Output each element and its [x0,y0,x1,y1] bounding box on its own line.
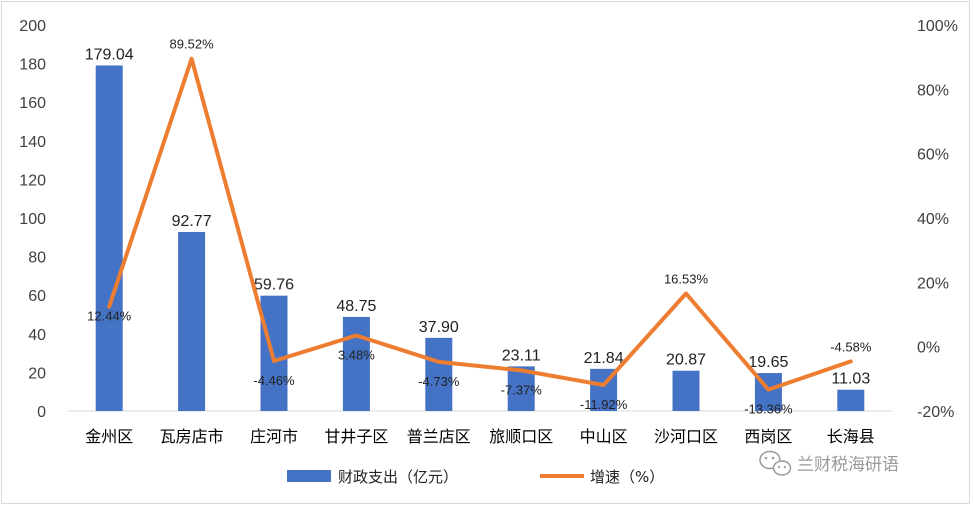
bar-value-label: 37.90 [419,319,459,336]
category-label: 长海县 [827,427,875,446]
right-axis-tick: -20% [917,404,954,421]
growth-value-label: 12.44% [87,309,132,324]
bar [95,65,123,412]
bar [837,389,865,411]
bar [178,231,206,411]
category-label: 庄河市 [250,427,298,446]
growth-value-label: 3.48% [338,347,375,362]
bar-value-label: 23.11 [502,347,541,364]
right-axis-tick: 0% [917,340,940,357]
left-axis-tick: 200 [19,18,46,35]
growth-value-label: -4.46% [253,373,295,388]
bar [425,337,453,411]
growth-line-group [107,56,853,392]
left-axis-tick: 120 [19,172,46,189]
bar-value-label: 59.76 [254,277,294,294]
category-label: 旅顺口区 [489,427,553,446]
left-axis-tick: 100 [19,211,46,228]
left-axis-tick: 60 [28,288,46,305]
bars [95,65,865,412]
right-axis-tick: 20% [917,275,949,292]
right-axis-tick: 40% [917,211,949,228]
bar [260,295,288,411]
category-label: 普兰店区 [407,427,471,446]
right-axis-tick: 60% [917,147,949,164]
left-axis-tick: 80 [28,250,46,267]
left-axis-tick: 140 [19,134,46,151]
bar-value-label: 48.75 [336,298,376,315]
growth-value-label: -11.92% [580,397,628,412]
growth-value-label: -4.73% [418,374,460,389]
category-label: 金州区 [85,427,133,446]
wechat-icon [759,450,792,476]
growth-value-label: 16.53% [664,271,709,286]
category-label: 中山区 [580,427,628,446]
watermark-text: 兰财税海研语 [797,455,899,475]
left-axis: 0 20 40 60 80 100 120 140 160 180 200 [19,18,46,421]
left-axis-tick: 160 [19,95,46,112]
legend-bar-swatch [287,470,331,482]
pct-labels: 12.44% 89.52% -4.46% 3.48% -4.73% -7.37% -11.9… [87,37,872,417]
legend-line-label: 增速（%） [590,468,664,486]
growth-value-label: -7.37% [501,382,543,397]
bar-value-label: 19.65 [748,354,788,371]
left-axis-tick: 40 [28,327,46,344]
left-axis-tick: 20 [28,365,46,382]
category-labels: 金州区 瓦房店市 庄河市 甘井子区 普兰店区 旅顺口区 中山区 沙河口区 西岗区 长海县 [85,427,875,446]
legend: 财政支出（亿元） 增速（%） [287,468,664,486]
bar-value-label: 11.03 [831,371,870,388]
growth-line [107,56,853,392]
bar-value-label: 92.77 [172,213,212,230]
bar-labels: 179.04 92.77 59.76 48.75 37.90 23.11 21.84 20.8… [85,46,871,387]
right-axis-tick: 80% [917,82,949,99]
bar-value-label: 21.84 [584,350,624,367]
growth-value-label: 89.52% [170,37,215,52]
growth-value-label: -13.36% [744,402,793,417]
left-axis-tick: 0 [37,404,46,421]
left-axis-tick: 180 [19,57,46,74]
category-label: 沙河口区 [654,427,718,446]
legend-bar-label: 财政支出（亿元） [338,468,458,486]
bar [672,370,700,411]
right-axis: -20% 0% 20% 40% 60% 80% 100% [917,18,958,421]
bar [342,316,370,411]
category-label: 甘井子区 [324,427,388,446]
growth-value-label: -4.58% [830,339,872,354]
watermark: 兰财税海研语 [759,450,899,476]
bar-value-label: 20.87 [666,352,706,369]
bar-value-label: 179.04 [85,46,134,63]
category-label: 瓦房店市 [160,427,224,446]
right-axis-tick: 100% [917,18,958,35]
category-label: 西岗区 [744,427,792,446]
